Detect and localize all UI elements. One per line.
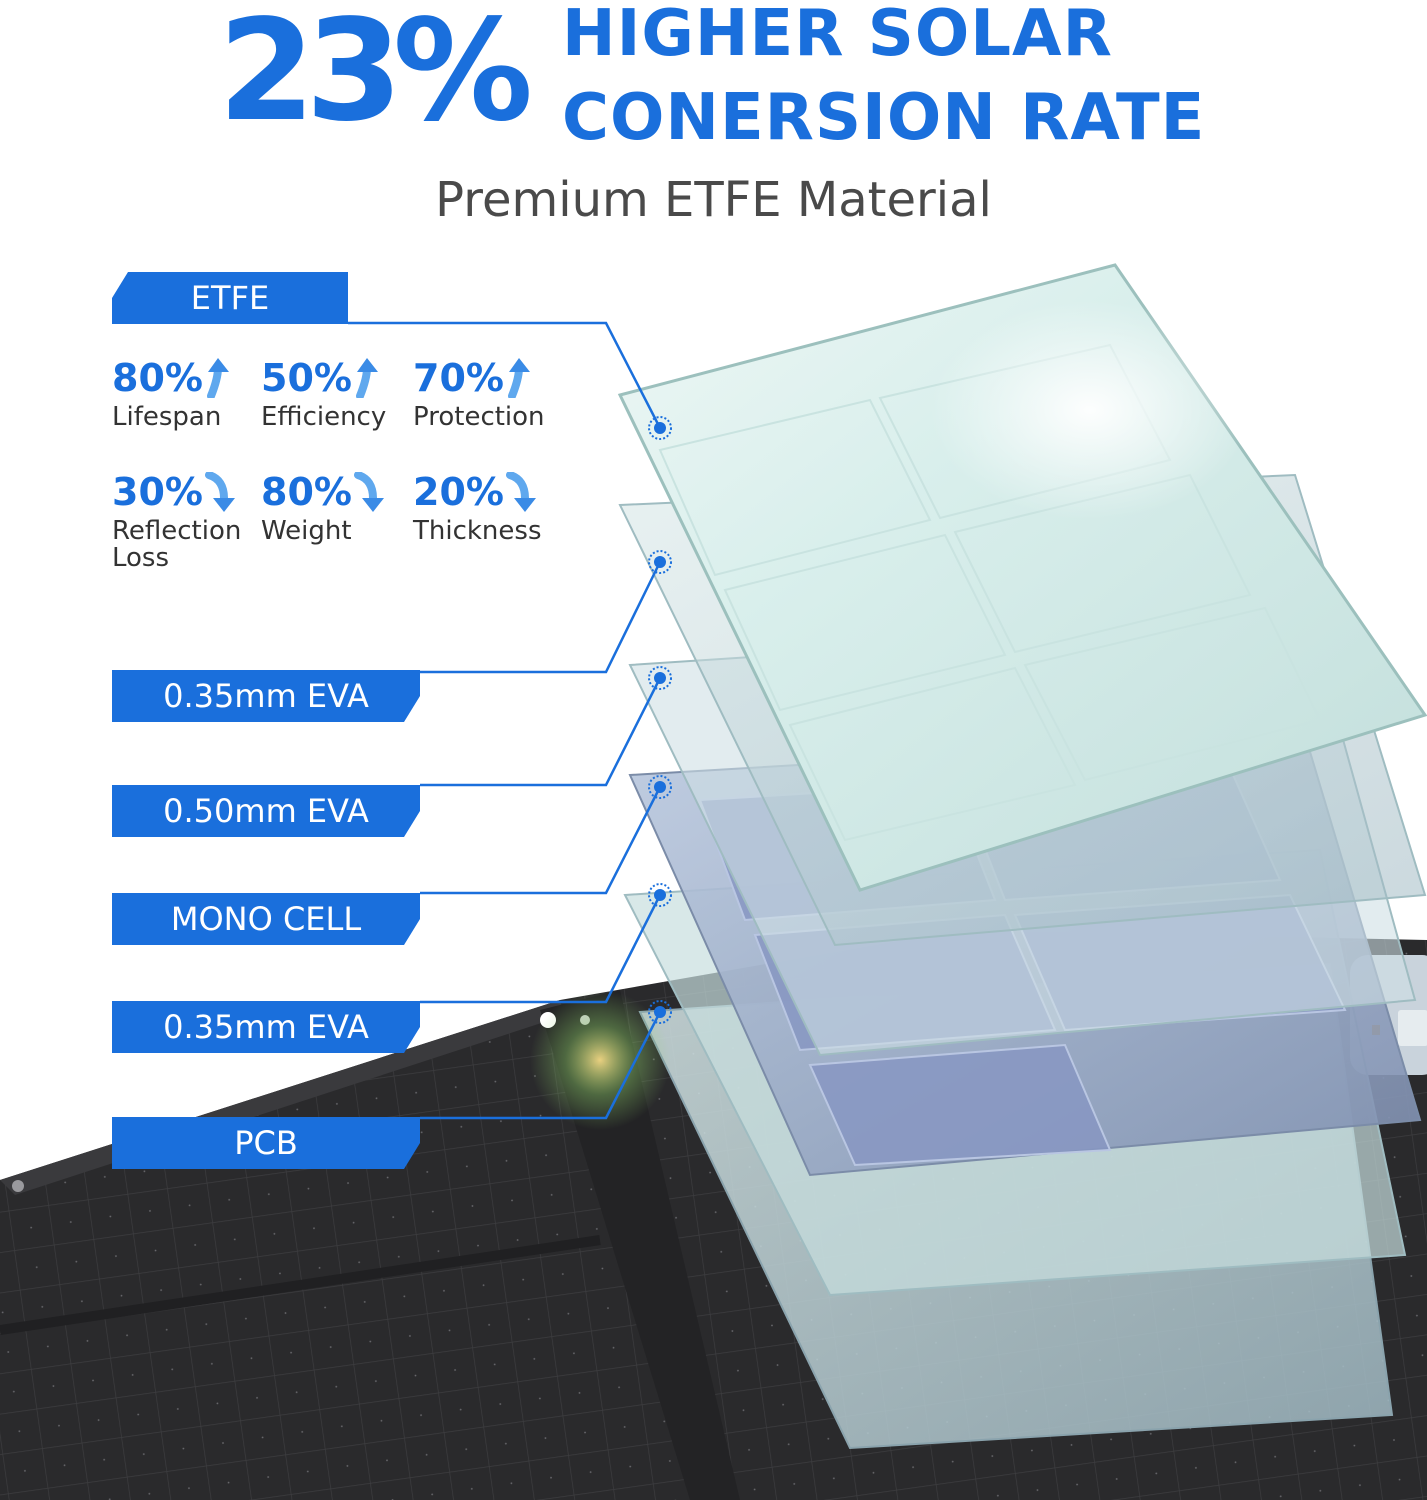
headline-percent: 23% <box>218 0 533 153</box>
stat-label: Reflection Loss <box>112 516 242 573</box>
layer-tag-pcb: PCB <box>112 1117 420 1169</box>
stat-value: 50% <box>261 356 352 400</box>
headline-line-1: HIGHER SOLAR <box>562 0 1113 71</box>
stat-protection: 70% Protection <box>413 358 563 431</box>
arrow-up-icon <box>507 358 530 398</box>
lens-flare <box>530 990 670 1130</box>
stat-weight: 80% Weight <box>261 472 411 545</box>
layer-markers <box>648 416 672 1024</box>
layer-tag-eva-035-top: 0.35mm EVA <box>112 670 420 722</box>
stat-value: 70% <box>413 356 504 400</box>
stat-label: Protection <box>413 402 545 432</box>
layer-tag-eva-035-bottom: 0.35mm EVA <box>112 1001 420 1053</box>
subtitle: Premium ETFE Material <box>435 172 992 228</box>
stat-label: Efficiency <box>261 402 387 432</box>
stat-value: 20% <box>413 470 504 514</box>
stat-value: 80% <box>261 470 352 514</box>
stat-label: Lifespan <box>112 402 222 432</box>
arrow-down-icon <box>204 472 235 512</box>
stat-value: 80% <box>112 356 203 400</box>
stat-reflection-loss: 30% Reflection Loss <box>112 472 252 571</box>
stat-thickness: 20% Thickness <box>413 472 563 545</box>
layer-etfe <box>617 263 1427 892</box>
etfe-tag: ETFE <box>112 272 348 324</box>
stat-value: 30% <box>112 470 203 514</box>
arrow-up-icon <box>206 358 229 398</box>
leader-lines <box>348 321 662 1120</box>
arrow-down-icon <box>505 472 536 512</box>
layer-tag-mono-cell: MONO CELL <box>112 893 420 945</box>
headline: 23% HIGHER SOLAR CONERSION RATE Premium … <box>0 0 1427 240</box>
stat-efficiency: 50% Efficiency <box>261 358 411 431</box>
stat-label: Weight <box>261 516 352 546</box>
arrow-up-icon <box>355 358 378 398</box>
stat-label: Thickness <box>413 516 542 546</box>
arrow-down-icon <box>353 472 384 512</box>
layer-tag-eva-050: 0.50mm EVA <box>112 785 420 837</box>
stat-lifespan: 80% Lifespan <box>112 358 262 431</box>
headline-line-2: CONERSION RATE <box>562 81 1206 155</box>
